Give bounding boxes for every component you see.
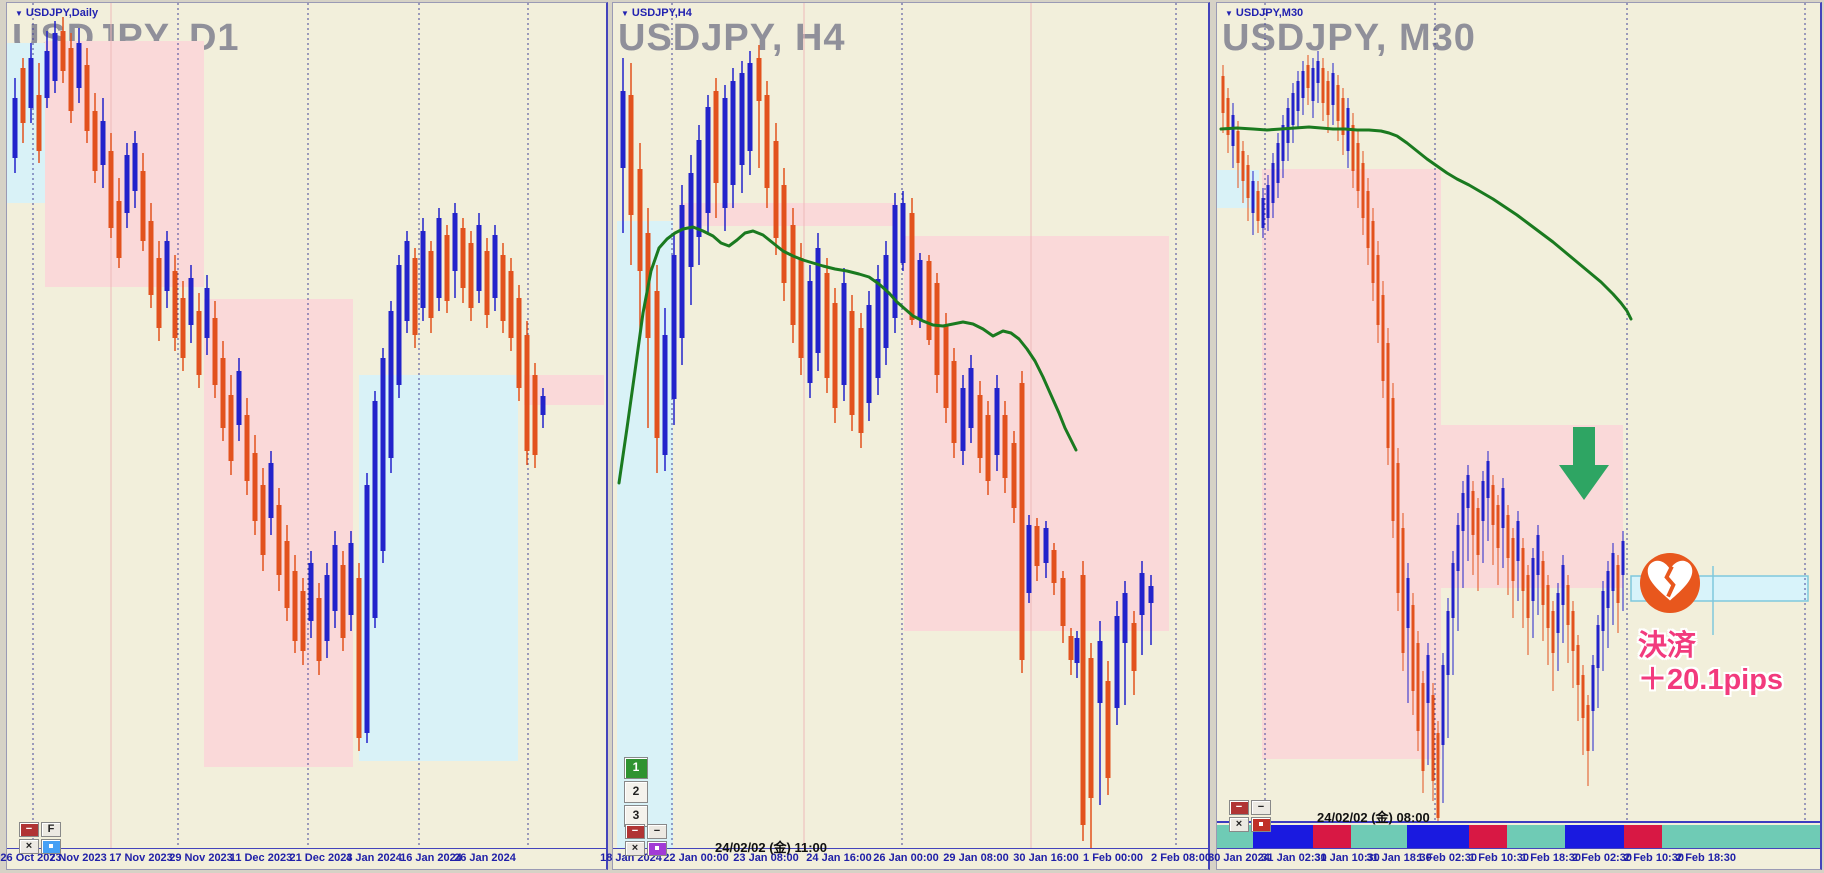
chart-symbol-menu[interactable]: ▼ USDJPY,H4	[621, 7, 692, 19]
axis-tick-label: 2 Feb 10:30	[1624, 852, 1684, 864]
axis-tick-label: 2 Feb 08:00	[1151, 852, 1211, 864]
chart-mini-buttons-top: − −	[1229, 800, 1271, 815]
axis-tick-label: 26 Oct 2023	[0, 852, 62, 864]
exit-annotation-line2: ＋20.1pips	[1638, 664, 1784, 696]
axis-tick-label: 23 Jan 08:00	[733, 852, 799, 864]
axis-tick-label: 26 Jan 2024	[454, 852, 516, 864]
axis-tick-label: 1 Feb 10:30	[1469, 852, 1529, 864]
trend-indicator-subwindow	[1217, 821, 1820, 849]
chart-title-label: USDJPY,Daily	[25, 7, 99, 19]
chart-mini-buttons-top: − F	[19, 822, 61, 837]
chevron-down-icon: ▼	[1225, 8, 1233, 18]
axis-tick-label: 1 Feb 02:30	[1417, 852, 1477, 864]
seq-button-2[interactable]: 2	[624, 781, 648, 803]
sequence-buttons: 1 2 3	[624, 757, 648, 827]
close-button[interactable]: ×	[1229, 817, 1249, 832]
axis-tick-label: 22 Jan 00:00	[663, 852, 729, 864]
trend-color-bar	[1217, 825, 1820, 848]
axis-tick-label: 1 Feb 00:00	[1083, 852, 1143, 864]
trend-segment	[1507, 825, 1565, 848]
candlestick-chart-d1[interactable]	[7, 3, 609, 850]
axis-tick-label: 30 Jan 2024	[1208, 852, 1270, 864]
trend-segment	[1661, 825, 1820, 848]
chart-mini-buttons-bottom: ×	[625, 841, 667, 856]
dot-button[interactable]	[41, 839, 61, 854]
chart-symbol-menu[interactable]: ▼ USDJPY,Daily	[15, 7, 98, 19]
close-button[interactable]: ×	[19, 839, 39, 854]
minus-button[interactable]: −	[1251, 800, 1271, 815]
chart-title-label: USDJPY,H4	[631, 7, 692, 19]
chart-symbol-menu[interactable]: ▼ USDJPY,M30	[1225, 7, 1303, 19]
time-axis-h4: 18 Jan 2024 22 Jan 00:00 23 Jan 08:00 24 Ja…	[600, 848, 1211, 869]
chart-window-h4[interactable]: ▼ USDJPY,H4 USDJPY, H4 1 2 3 − − × 24/02…	[600, 2, 1211, 870]
chart-mini-buttons-bottom: ×	[19, 839, 61, 854]
dot-button[interactable]	[647, 841, 667, 856]
axis-tick-label: 29 Nov 2023	[169, 852, 233, 864]
trend-segment	[1406, 825, 1470, 848]
axis-tick-label: 30 Jan 16:00	[1013, 852, 1079, 864]
axis-tick-label: 29 Jan 08:00	[943, 852, 1009, 864]
chart-mini-buttons-top: − −	[625, 824, 667, 839]
exit-annotation: 決済 ＋20.1pips	[1638, 629, 1783, 697]
trend-segment	[1312, 825, 1351, 848]
trend-segment	[1564, 825, 1624, 848]
chevron-down-icon: ▼	[621, 8, 629, 18]
broken-heart-icon	[1639, 552, 1701, 619]
current-time-label: 24/02/02 (金) 08:00	[1317, 810, 1430, 825]
trend-segment	[1469, 825, 1507, 848]
close-button[interactable]: ×	[625, 841, 645, 856]
chart-mini-buttons-bottom: ×	[1229, 817, 1271, 832]
axis-tick-label: 2 Feb 02:30	[1572, 852, 1632, 864]
axis-tick-label: 2 Feb 18:30	[1676, 852, 1736, 864]
axis-tick-label: 31 Jan 10:30	[1314, 852, 1380, 864]
axis-tick-label: 21 Dec 2023	[289, 852, 353, 864]
chevron-down-icon: ▼	[15, 8, 23, 18]
trend-segment	[1623, 825, 1662, 848]
current-time-label: 24/02/02 (金) 11:00	[715, 840, 828, 855]
collapse-button[interactable]: −	[1229, 800, 1249, 815]
collapse-button[interactable]: −	[625, 824, 645, 839]
collapse-button[interactable]: −	[19, 822, 39, 837]
axis-tick-label: 31 Jan 18:30	[1366, 852, 1432, 864]
time-axis-d1: 26 Oct 2023 7 Nov 2023 17 Nov 2023 29 Nov 2…	[0, 848, 606, 869]
down-arrow-icon	[1559, 427, 1609, 500]
axis-tick-label: 24 Jan 16:00	[806, 852, 872, 864]
axis-tick-label: 16 Jan 2024	[400, 852, 462, 864]
seq-button-1[interactable]: 1	[624, 757, 648, 779]
exit-annotation-line1: 決済	[1638, 630, 1697, 662]
axis-tick-label: 7 Nov 2023	[49, 852, 107, 864]
axis-tick-label: 17 Nov 2023	[109, 852, 173, 864]
time-axis-m30: 30 Jan 2024 31 Jan 02:30 31 Jan 10:30 31 Ja…	[1208, 848, 1820, 869]
f-button[interactable]: F	[41, 822, 61, 837]
chart-title-label: USDJPY,M30	[1235, 7, 1304, 19]
axis-tick-label: 31 Jan 02:30	[1261, 852, 1327, 864]
chart-window-m30[interactable]: ▼ USDJPY,M30 USDJPY, M30 − − × 24/02/02 …	[1208, 2, 1823, 870]
trend-segment	[1350, 825, 1407, 848]
chart-window-d1[interactable]: ▼ USDJPY,Daily USDJPY, D1 − F × 26 Oct 2…	[0, 2, 609, 870]
candlestick-chart-m30[interactable]	[1217, 3, 1823, 823]
minus-button[interactable]: −	[647, 824, 667, 839]
axis-tick-label: 26 Jan 00:00	[873, 852, 939, 864]
axis-tick-label: 4 Jan 2024	[346, 852, 402, 864]
axis-tick-label: 11 Dec 2023	[229, 852, 293, 864]
dot-button[interactable]	[1251, 817, 1271, 832]
axis-tick-label: 1 Feb 18:30	[1521, 852, 1581, 864]
candlestick-chart-h4[interactable]	[613, 3, 1211, 850]
